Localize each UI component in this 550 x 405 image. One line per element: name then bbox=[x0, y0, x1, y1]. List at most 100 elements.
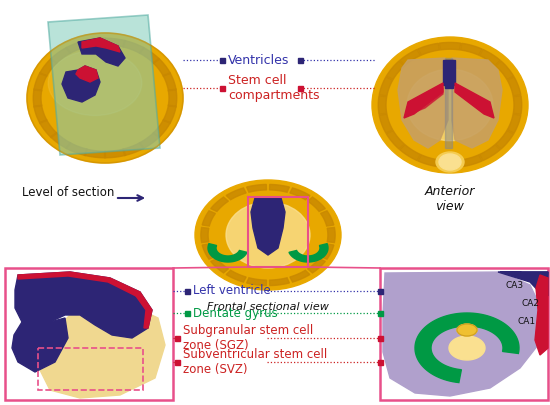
Polygon shape bbox=[378, 96, 387, 114]
Polygon shape bbox=[439, 160, 461, 168]
Polygon shape bbox=[498, 272, 548, 298]
Bar bbox=[248, 197, 308, 267]
Polygon shape bbox=[404, 83, 443, 118]
Text: Dentate gyrus: Dentate gyrus bbox=[193, 307, 278, 320]
Polygon shape bbox=[400, 145, 421, 160]
Polygon shape bbox=[500, 272, 548, 296]
Polygon shape bbox=[51, 132, 71, 149]
Polygon shape bbox=[84, 149, 106, 158]
Polygon shape bbox=[270, 184, 289, 192]
Polygon shape bbox=[449, 336, 485, 360]
Bar bbox=[219, 85, 224, 90]
Text: CA3: CA3 bbox=[505, 281, 523, 290]
Ellipse shape bbox=[226, 202, 310, 268]
Polygon shape bbox=[496, 131, 514, 149]
Polygon shape bbox=[327, 228, 335, 243]
Polygon shape bbox=[66, 143, 87, 156]
Text: CA2: CA2 bbox=[522, 300, 540, 309]
Text: Level of section: Level of section bbox=[22, 185, 114, 198]
Ellipse shape bbox=[439, 154, 461, 170]
Polygon shape bbox=[34, 73, 47, 91]
Polygon shape bbox=[78, 38, 125, 66]
Ellipse shape bbox=[436, 152, 464, 172]
Polygon shape bbox=[123, 40, 144, 53]
Polygon shape bbox=[507, 77, 521, 96]
Polygon shape bbox=[289, 244, 328, 262]
Polygon shape bbox=[66, 40, 87, 53]
Ellipse shape bbox=[457, 324, 477, 336]
Polygon shape bbox=[139, 132, 160, 149]
Polygon shape bbox=[452, 58, 502, 148]
Polygon shape bbox=[443, 60, 455, 85]
Polygon shape bbox=[34, 105, 47, 123]
Polygon shape bbox=[251, 198, 285, 255]
Text: CA1: CA1 bbox=[517, 318, 535, 326]
Polygon shape bbox=[290, 188, 310, 200]
Bar bbox=[377, 311, 382, 315]
Ellipse shape bbox=[407, 69, 493, 141]
Bar bbox=[380, 268, 548, 400]
Polygon shape bbox=[136, 292, 152, 328]
Text: Stem cell
compartments: Stem cell compartments bbox=[228, 74, 320, 102]
Polygon shape bbox=[460, 43, 482, 55]
Polygon shape bbox=[321, 244, 334, 259]
Polygon shape bbox=[383, 272, 542, 396]
Polygon shape bbox=[153, 58, 170, 76]
Polygon shape bbox=[139, 47, 160, 64]
Polygon shape bbox=[307, 197, 325, 211]
Polygon shape bbox=[163, 105, 176, 123]
Polygon shape bbox=[208, 244, 247, 262]
Polygon shape bbox=[15, 272, 152, 338]
Polygon shape bbox=[246, 184, 267, 192]
Polygon shape bbox=[535, 275, 548, 355]
Polygon shape bbox=[62, 66, 100, 102]
Polygon shape bbox=[84, 38, 106, 47]
Bar bbox=[377, 360, 382, 364]
Polygon shape bbox=[163, 73, 176, 91]
Polygon shape bbox=[18, 272, 140, 296]
Polygon shape bbox=[480, 49, 501, 65]
Polygon shape bbox=[40, 120, 57, 137]
Polygon shape bbox=[153, 120, 170, 137]
Polygon shape bbox=[418, 155, 439, 167]
Polygon shape bbox=[211, 197, 228, 211]
Polygon shape bbox=[415, 88, 443, 112]
Polygon shape bbox=[168, 89, 177, 107]
Bar bbox=[298, 58, 302, 62]
Polygon shape bbox=[386, 131, 404, 149]
Polygon shape bbox=[51, 47, 71, 64]
Polygon shape bbox=[226, 188, 246, 200]
Text: Frontal sectional view: Frontal sectional view bbox=[207, 302, 329, 312]
Text: Subgranular stem cell
zone (SGZ): Subgranular stem cell zone (SGZ) bbox=[183, 324, 314, 352]
Bar bbox=[5, 268, 173, 400]
Text: Ventricles: Ventricles bbox=[228, 53, 289, 66]
Polygon shape bbox=[76, 66, 98, 82]
Text: Left ventricle: Left ventricle bbox=[193, 284, 271, 298]
Polygon shape bbox=[480, 145, 501, 160]
Text: Anterior
view: Anterior view bbox=[425, 185, 475, 213]
Bar bbox=[38, 348, 143, 390]
Polygon shape bbox=[513, 96, 522, 114]
Polygon shape bbox=[33, 89, 42, 107]
Polygon shape bbox=[12, 318, 68, 372]
Ellipse shape bbox=[372, 37, 528, 173]
Polygon shape bbox=[202, 211, 216, 226]
Polygon shape bbox=[246, 278, 267, 286]
Polygon shape bbox=[386, 61, 404, 79]
Polygon shape bbox=[202, 244, 216, 259]
Polygon shape bbox=[418, 43, 439, 55]
Polygon shape bbox=[379, 77, 393, 96]
Polygon shape bbox=[379, 114, 393, 133]
Polygon shape bbox=[307, 258, 325, 273]
Polygon shape bbox=[496, 61, 514, 79]
Polygon shape bbox=[460, 155, 482, 167]
Ellipse shape bbox=[27, 33, 183, 163]
Polygon shape bbox=[104, 149, 126, 158]
Polygon shape bbox=[82, 38, 120, 52]
Bar bbox=[184, 288, 190, 294]
Polygon shape bbox=[226, 270, 246, 282]
Polygon shape bbox=[201, 228, 209, 243]
Polygon shape bbox=[445, 58, 452, 148]
Polygon shape bbox=[398, 58, 448, 148]
Polygon shape bbox=[321, 211, 334, 226]
